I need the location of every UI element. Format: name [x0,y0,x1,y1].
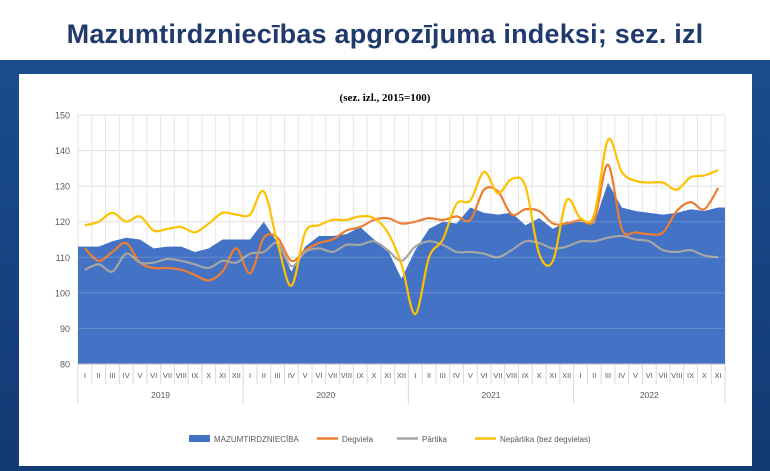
x-tick-label: VIII [506,371,517,380]
x-tick-label: IX [191,371,198,380]
y-tick-label: 110 [56,253,70,263]
x-tick-label: V [468,371,473,380]
x-tick-label: V [137,371,142,380]
x-tick-label: IX [522,371,529,380]
x-tick-label: XII [397,371,406,380]
x-tick-label: XI [384,371,391,380]
series-line-pa-rtika [84,234,719,273]
legend-swatch-area [189,435,210,442]
x-tick-label: XII [562,371,571,380]
x-tick-label: I [249,371,251,380]
chart-card: (sez. izl., 2015=100) 80 90 100 110 120 130 14… [19,74,752,466]
series-line-nepa-rtika-bez-degvielas [84,137,719,316]
x-tick-label: I [84,371,86,380]
y-tick-label: 140 [55,146,70,156]
x-tick-label: VII [493,371,502,380]
x-tick-label: II [592,371,596,380]
legend: MAZUMTIRDZNIECĪBA Degviela Pārtika Nepārtik… [189,435,591,444]
x-tick-label: II [427,371,431,380]
x-tick-label: III [109,371,115,380]
x-tick-label: III [605,371,611,380]
x-tick-label: V [633,371,638,380]
x-tick-label: I [579,371,581,380]
chart-svg: (sez. izl., 2015=100) 80 90 100 110 120 130 14… [55,92,726,444]
x-tick-label: VI [150,371,157,380]
year-label: 2022 [640,390,659,400]
x-tick-label: XI [549,371,556,380]
y-tick-label: 90 [60,324,70,334]
x-tick-label: V [303,371,308,380]
series-line-degviela [84,163,720,282]
x-tick-label: III [440,371,446,380]
year-label: 2020 [316,390,335,400]
x-tick-label: VI [481,371,488,380]
x-tick-label: X [702,371,707,380]
y-tick-label: 120 [55,217,70,227]
y-tick-label: 80 [60,360,70,370]
y-tick-label: 130 [55,182,70,192]
page-title: Mazumtirdzniecības apgrozījuma indeksi; … [66,18,704,49]
x-tick-label: IV [618,371,625,380]
x-tick-label: II [262,371,266,380]
year-label: 2019 [151,390,170,400]
x-tick-label: VI [646,371,653,380]
x-tick-label: X [371,371,376,380]
y-tick-label: 150 [55,111,70,121]
x-tick-label: X [537,371,542,380]
x-tick-label: IV [288,371,295,380]
x-tick-label: IX [357,371,364,380]
x-tick-label: X [206,371,211,380]
year-label: 2021 [482,390,501,400]
x-tick-label: VI [315,371,322,380]
x-tick-label: VIII [341,371,352,380]
x-tick-label: IV [453,371,460,380]
x-tick-label: IX [687,371,694,380]
x-tick-label: IV [123,371,130,380]
title-bar: Mazumtirdzniecības apgrozījuma indeksi; … [0,0,770,68]
x-tick-label: I [414,371,416,380]
x-tick-label: II [97,371,101,380]
x-tick-label: VIII [176,371,187,380]
series-area-mazumtirdznieci-ba [78,182,725,364]
x-tick-label: VII [163,371,172,380]
x-tick-label: XII [232,371,241,380]
x-tick-label: VII [328,371,337,380]
x-tick-label: III [274,371,280,380]
y-tick-label: 100 [55,288,70,298]
x-tick-label: XI [715,371,722,380]
legend-label: MAZUMTIRDZNIECĪBA [214,435,300,444]
legend-label: Pārtika [422,435,447,444]
legend-label: Degviela [342,435,374,444]
x-tick-label: XI [219,371,226,380]
legend-label: Nepārtika (bez degvielas) [500,435,591,444]
x-tick-label: VII [658,371,667,380]
chart-subtitle: (sez. izl., 2015=100) [340,92,431,104]
x-tick-label: VIII [671,371,682,380]
